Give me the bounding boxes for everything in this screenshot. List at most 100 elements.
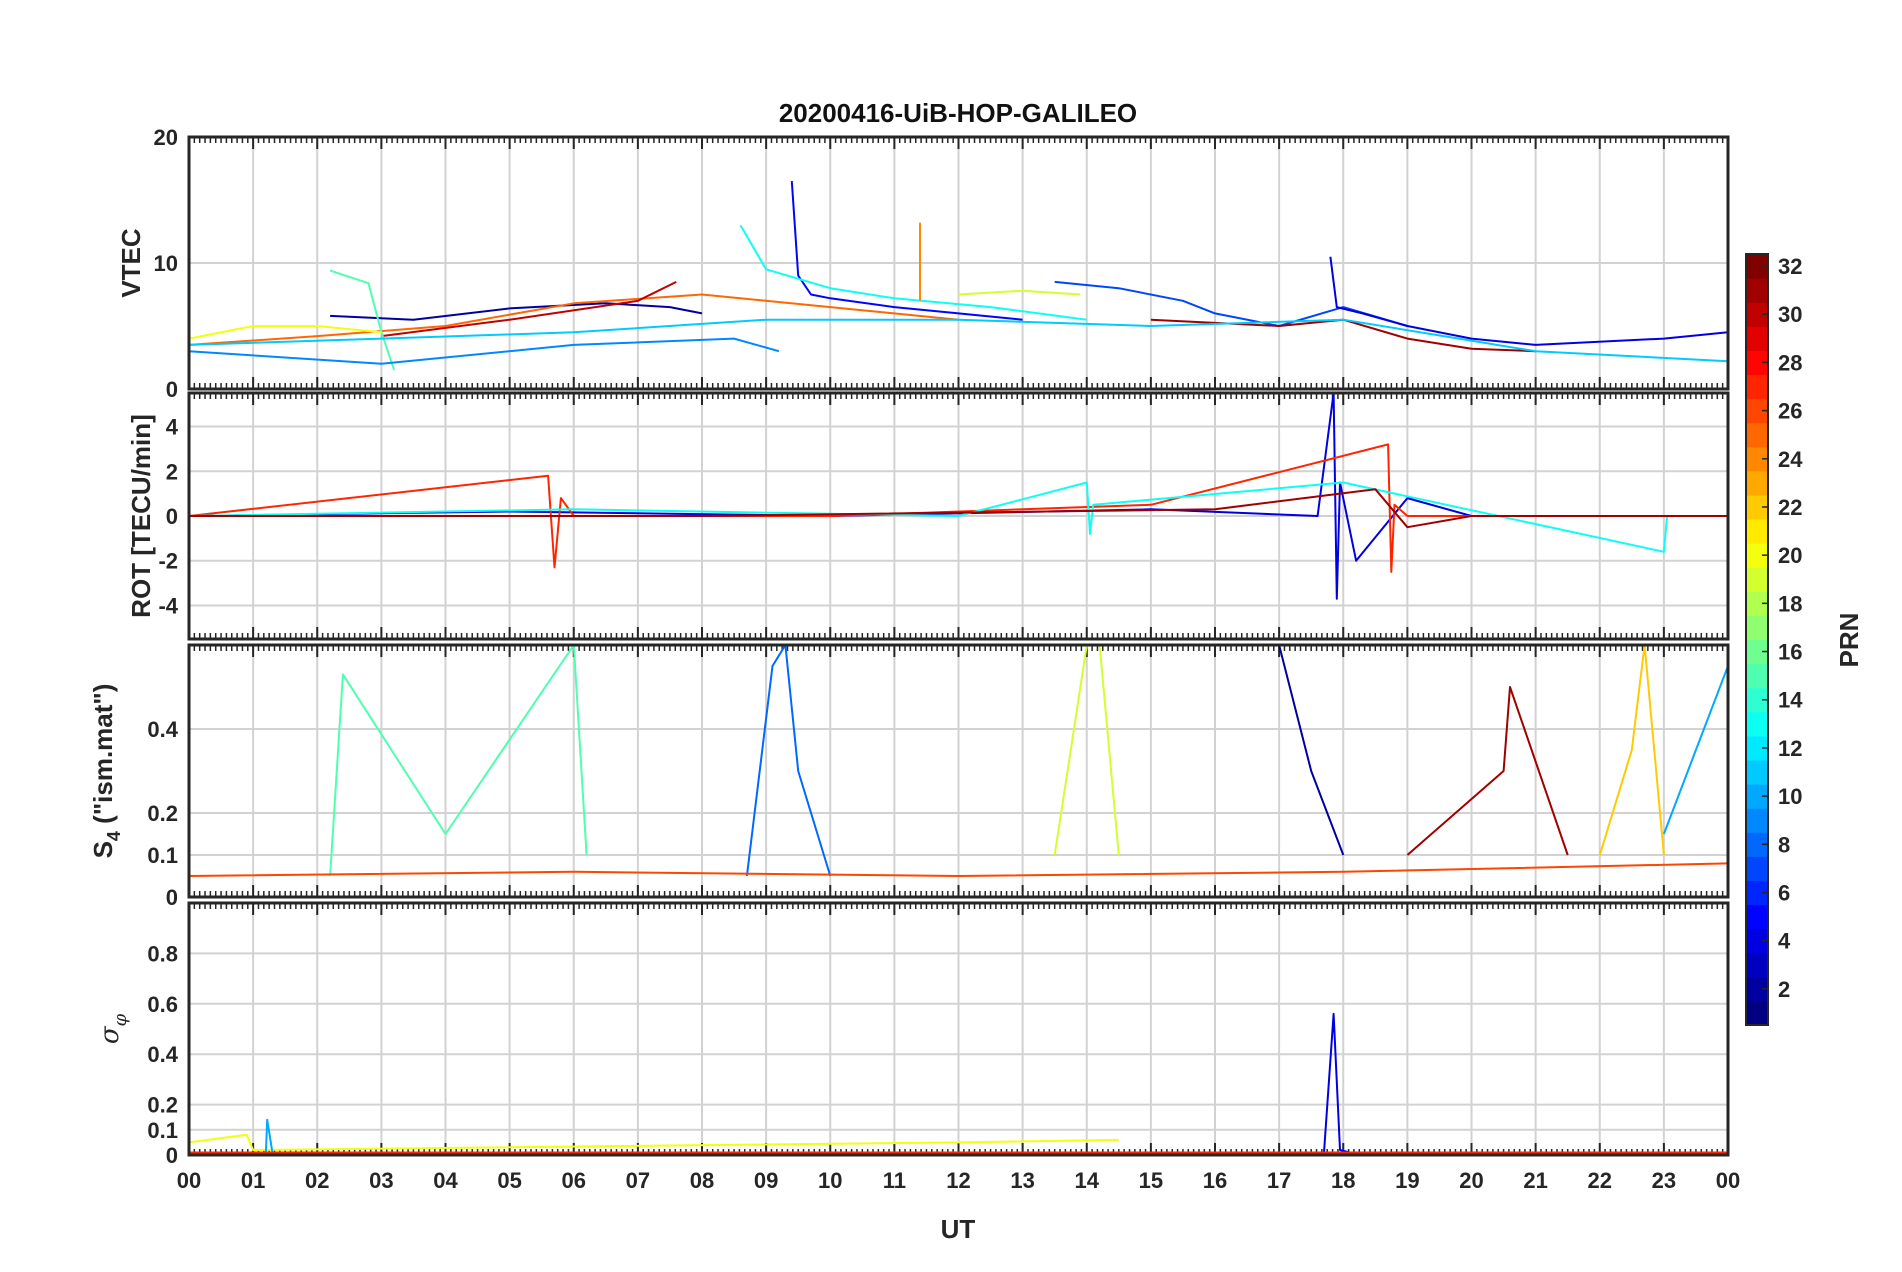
trace-prn-13: [739, 224, 1087, 321]
x-tick-label: 15: [1139, 1168, 1163, 1193]
colorbar-cell: [1746, 1000, 1768, 1026]
vtec-axes-frame: [187, 135, 1730, 391]
trace-prn-8: [745, 645, 832, 877]
colorbar-tick-label: 16: [1778, 640, 1802, 665]
trace-prn-15: [329, 645, 588, 877]
colorbar-cell: [1746, 470, 1768, 496]
colorbar-cell: [1746, 519, 1768, 544]
y-tick-label: 0.8: [147, 941, 178, 966]
colorbar-tick-label: 20: [1778, 543, 1802, 568]
sigphi-yticks: 00.10.2 0.4 0.6 0.8: [147, 941, 178, 1168]
trace-prn-25: [189, 293, 959, 346]
colorbar-cell: [1746, 350, 1768, 376]
x-tick-label: 22: [1588, 1168, 1612, 1193]
x-tick-label: 21: [1523, 1168, 1547, 1193]
trace-prn-2: [330, 302, 703, 321]
x-tick-label: 23: [1652, 1168, 1676, 1193]
colorbar-cell: [1746, 422, 1768, 448]
trace-prn-31: [189, 488, 1728, 529]
colorbar-cell: [1746, 880, 1768, 906]
sigphi-traces: [189, 1012, 1728, 1154]
vtec-grid: [188, 137, 1729, 389]
s4-axes-frame: [187, 643, 1730, 899]
x-tick-label: 17: [1267, 1168, 1291, 1193]
colorbar-cell: [1746, 326, 1768, 351]
x-tick-label: 20: [1459, 1168, 1483, 1193]
trace-prn-30: [381, 281, 677, 338]
colorbar-cell: [1746, 398, 1768, 424]
panel-vtec: 0 10 20 VTEC: [116, 125, 1730, 402]
rot-yticks: -4 -2 0 2 4: [158, 415, 178, 619]
colorbar-tick-label: 10: [1778, 784, 1802, 809]
trace-prn-5: [790, 181, 1023, 321]
x-tick-label: 00: [177, 1168, 201, 1193]
trace-prn-9: [189, 337, 780, 365]
colorbar-cell: [1746, 928, 1768, 954]
y-tick-label: 0: [166, 377, 178, 402]
panel-sigphi: 00.10.2 0.4 0.6 0.8 σφ: [95, 901, 1730, 1168]
colorbar-cell: [1746, 302, 1768, 327]
trace-prn-26: [189, 862, 1728, 877]
colorbar-cell: [1746, 735, 1768, 761]
x-tick-label: 18: [1331, 1168, 1355, 1193]
trace-prn-19: [958, 289, 1081, 296]
colorbar-cell: [1746, 663, 1768, 689]
colorbar-cell: [1746, 254, 1768, 279]
trace-prn-7: [1054, 280, 1408, 327]
colorbar-cell: [1746, 567, 1768, 592]
trace-prn-2: [1278, 645, 1345, 856]
colorbar-cell: [1746, 446, 1768, 472]
sigphi-ylabel-sub: φ: [110, 1013, 131, 1026]
x-tick-label: 10: [818, 1168, 842, 1193]
y-tick-label: 10: [154, 251, 178, 276]
x-tick-label: 11: [883, 1168, 906, 1193]
trace-prn-11: [189, 318, 1728, 363]
y-tick-label: 0.2: [147, 801, 178, 826]
x-tick-labels: 00 01 02 03 04 05 06 07 08 09 10 11 12 13 14 15 16 17 18 19…: [177, 1168, 1740, 1193]
x-tick-label: 14: [1075, 1168, 1100, 1193]
s4-traces: [189, 645, 1728, 877]
colorbar-cell: [1746, 952, 1768, 978]
x-tick-label: 12: [946, 1168, 970, 1193]
y-tick-label: 0.1: [147, 1118, 178, 1143]
colorbar-tick-label: 24: [1778, 447, 1803, 472]
y-tick-label: 0: [166, 1143, 178, 1168]
panel-s4: 0 0.1 0.2 0.4 S4 ("ism.mat"): [88, 643, 1730, 910]
colorbar-cell: [1746, 808, 1768, 833]
vtec-traces: [189, 181, 1728, 371]
trace-prn-20: [189, 1133, 1119, 1151]
x-tick-label: 07: [626, 1168, 650, 1193]
trace-prn-20: [189, 325, 382, 340]
trace-prn-22: [1598, 645, 1665, 856]
colorbar-tick-label: 22: [1778, 495, 1802, 520]
colorbar-cell: [1746, 687, 1768, 713]
sigphi-ylabel: σφ: [95, 1013, 131, 1044]
trace-prn-13: [189, 481, 1728, 553]
s4-grid: [188, 645, 1729, 897]
y-tick-label: 0.4: [147, 1042, 178, 1067]
s4-yticks: 0 0.1 0.2 0.4: [147, 717, 178, 910]
trace-prn-4: [1329, 256, 1728, 346]
colorbar-cell: [1746, 856, 1768, 882]
trace-prn-10: [264, 1118, 274, 1153]
x-tick-label: 16: [1203, 1168, 1227, 1193]
colorbar-cell: [1746, 374, 1768, 400]
x-tick-label: 06: [562, 1168, 586, 1193]
rot-traces: [189, 393, 1728, 600]
colorbar-frame: [1745, 253, 1769, 1026]
trace-prn-31: [1150, 318, 1536, 353]
colorbar-cell: [1746, 615, 1768, 641]
colorbar-tick-label: 4: [1778, 929, 1791, 954]
chart-title: 20200416-UiB-HOP-GALILEO: [779, 98, 1137, 128]
trace-prn-10: [1662, 665, 1728, 835]
colorbar-label: PRN: [1834, 613, 1864, 668]
colorbar-cell: [1746, 278, 1768, 303]
x-axis-label: UT: [941, 1214, 976, 1244]
x-tick-label: 08: [690, 1168, 714, 1193]
x-tick-label: 04: [433, 1168, 458, 1193]
vtec-yticks: 0 10 20: [154, 125, 178, 402]
panel-rot: -4 -2 0 2 4 ROT [TECU/min]: [126, 391, 1730, 641]
colorbar-tick-label: 2: [1778, 977, 1790, 1002]
